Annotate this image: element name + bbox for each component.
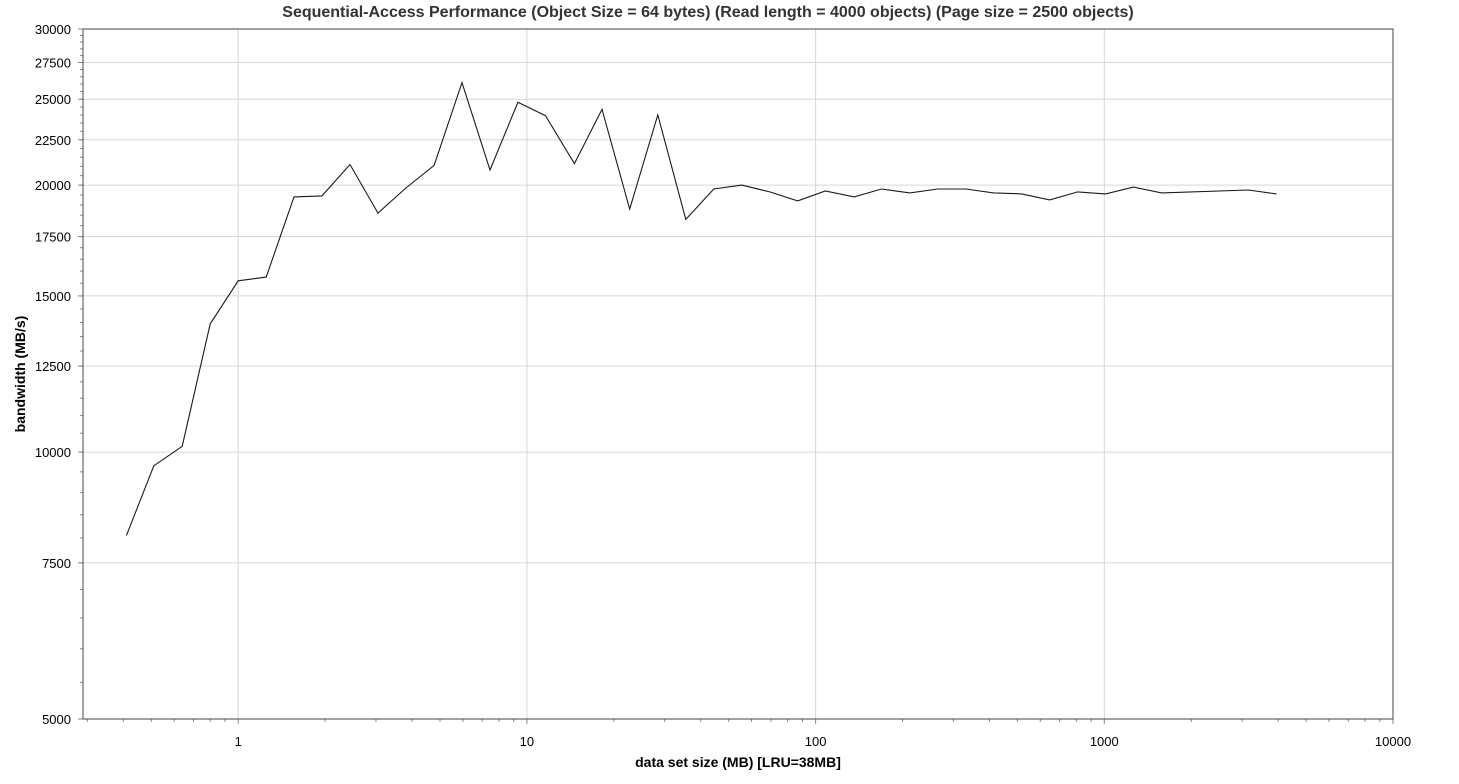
y-tick-label: 27500 bbox=[35, 56, 71, 71]
y-tick-label: 22500 bbox=[35, 133, 71, 148]
series-line bbox=[125, 80, 1277, 536]
y-tick-label: 7500 bbox=[42, 556, 71, 571]
minor-ticks bbox=[78, 28, 1394, 724]
plot-area-frame bbox=[82, 28, 1394, 720]
y-axis-tick-labels: 5000 7500 10000 12500 15000 17500 20000 22500 25… bbox=[35, 22, 71, 727]
x-tick-label: 100 bbox=[805, 734, 827, 749]
y-tick-label: 10000 bbox=[35, 445, 71, 460]
x-axis-label: data set size (MB) [LRU=38MB] bbox=[635, 754, 841, 770]
y-axis-label: bandwidth (MB/s) bbox=[12, 316, 28, 433]
chart-title: Sequential-Access Performance (Object Si… bbox=[282, 4, 1133, 21]
x-tick-label: 1000 bbox=[1090, 734, 1119, 749]
y-tick-label: 12500 bbox=[35, 359, 71, 374]
y-tick-label: 30000 bbox=[35, 22, 71, 37]
x-tick-label: 10000 bbox=[1375, 734, 1411, 749]
series-layer bbox=[125, 80, 1277, 536]
y-tick-label: 17500 bbox=[35, 230, 71, 245]
y-tick-label: 5000 bbox=[42, 712, 71, 727]
y-tick-label: 15000 bbox=[35, 289, 71, 304]
y-tick-label: 25000 bbox=[35, 92, 71, 107]
x-axis-tick-labels: 1 10 100 1000 10000 bbox=[235, 734, 1411, 749]
x-tick-label: 1 bbox=[235, 734, 242, 749]
y-tick-label: 20000 bbox=[35, 178, 71, 193]
grid-lines bbox=[83, 29, 1393, 719]
x-tick-label: 10 bbox=[520, 734, 534, 749]
